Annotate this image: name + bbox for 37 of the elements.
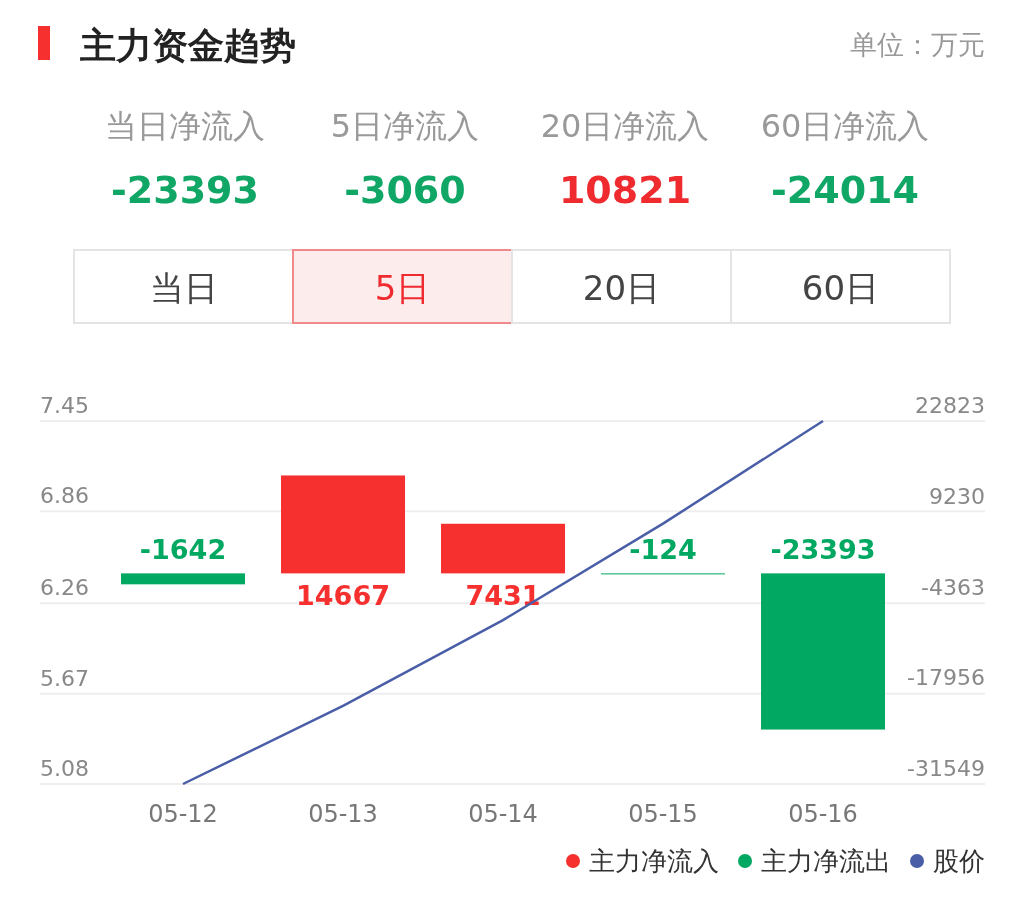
y-tick-label: 6.86: [40, 483, 89, 509]
y2-tick-label: 9230: [929, 483, 985, 509]
data-label: -1642: [139, 534, 227, 566]
text: 单位：万元: [850, 29, 985, 60]
text: 20日: [582, 268, 661, 308]
legend-label: 主力净流出: [761, 846, 891, 876]
data-label: -23393: [770, 534, 876, 566]
data-label: -3060: [344, 168, 466, 212]
y-tick-label: 7.45: [40, 393, 89, 418]
x-tick-label: 05-14: [468, 800, 538, 828]
data-label: -23393: [111, 168, 259, 212]
y2-tick-label: -17956: [907, 665, 985, 691]
y-tick-label: 5.67: [40, 665, 89, 691]
data-label: 10821: [558, 168, 692, 212]
data-label: 14667: [296, 580, 390, 612]
y2-tick-label: -31549: [907, 756, 985, 781]
y2-tick-label: -4363: [921, 574, 985, 600]
text: 5日: [374, 268, 431, 308]
legend-label: 股价: [933, 846, 985, 876]
x-tick-label: 05-13: [308, 800, 378, 828]
x-tick-label: 05-15: [628, 800, 698, 828]
y-tick-label: 5.08: [40, 756, 89, 781]
category-label: 20日净流入: [540, 107, 710, 145]
text: 当日: [149, 268, 218, 308]
data-label: -124: [629, 534, 697, 566]
category-label: 5日净流入: [330, 107, 480, 145]
x-tick-label: 05-16: [788, 800, 858, 828]
legend-label: 主力净流入: [589, 846, 719, 876]
category-label: 当日净流入: [105, 107, 265, 145]
text: 主力资金趋势: [80, 25, 296, 66]
x-tick-label: 05-12: [148, 800, 218, 828]
y2-tick-label: 22823: [915, 393, 985, 418]
data-label: 7431: [465, 580, 541, 612]
y-tick-label: 6.26: [40, 575, 89, 601]
category-label: 60日净流入: [760, 107, 930, 145]
data-label: -24014: [771, 168, 919, 212]
text: 60日: [801, 268, 880, 308]
